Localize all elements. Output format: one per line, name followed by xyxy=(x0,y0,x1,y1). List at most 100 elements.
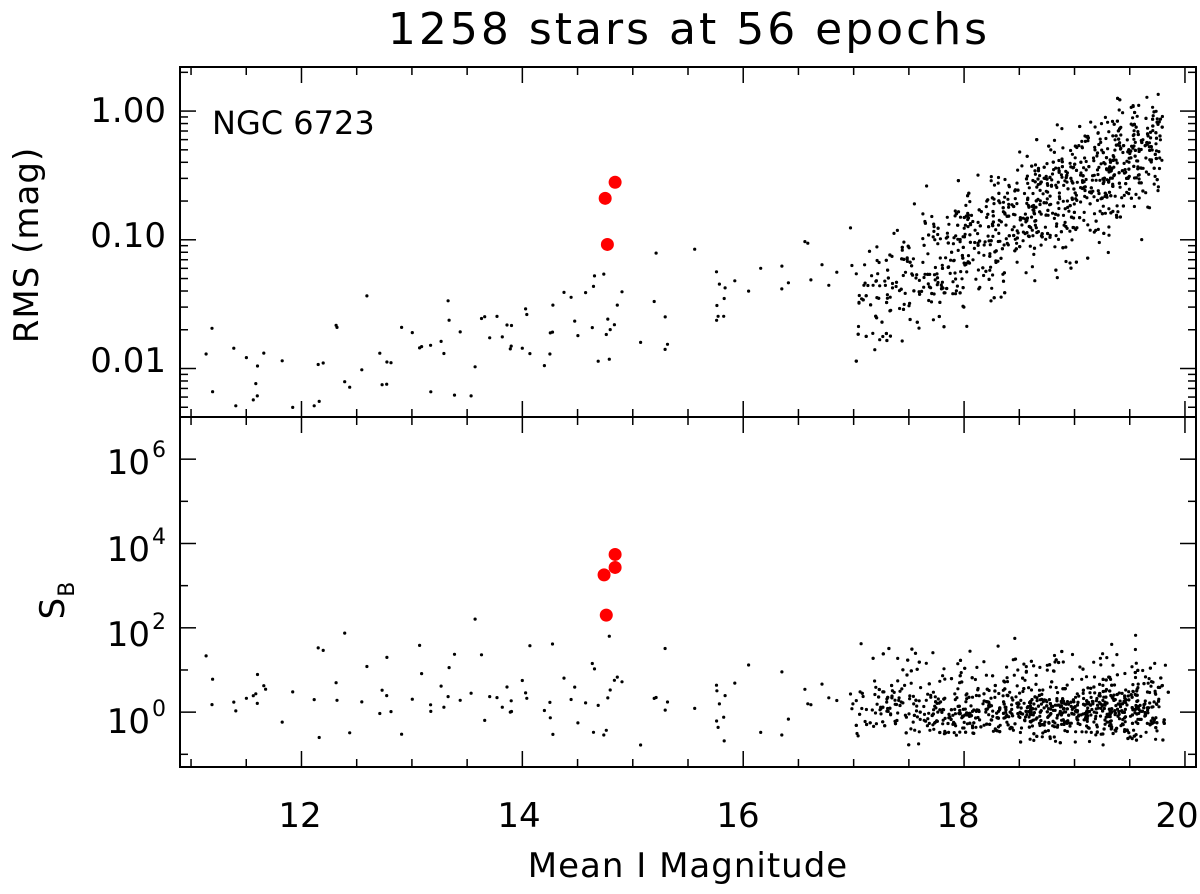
sb-star-point xyxy=(1149,722,1153,726)
rms-star-point xyxy=(1151,114,1155,118)
sb-star-point xyxy=(984,673,989,677)
rms-star-point xyxy=(890,281,895,286)
rms-star-point xyxy=(932,229,936,233)
rms-star-point xyxy=(1084,168,1088,172)
rms-star-point xyxy=(944,236,948,240)
sb-star-point xyxy=(918,717,922,722)
sb-star-point xyxy=(943,677,947,681)
rms-star-point xyxy=(894,280,899,284)
rms-star-point xyxy=(1109,176,1113,180)
rms-star-point xyxy=(926,272,930,276)
rms-star-point xyxy=(910,264,914,268)
sb-star-point xyxy=(1008,690,1012,694)
rms-star-point xyxy=(1096,131,1100,135)
rms-star-point xyxy=(1158,117,1163,121)
rms-star-point xyxy=(986,198,990,202)
rms-star-point xyxy=(933,265,938,270)
rms-star-point xyxy=(964,214,969,218)
rms-star-point xyxy=(1117,108,1121,112)
sb-star-point xyxy=(733,681,737,685)
sb-star-point xyxy=(898,689,902,693)
rms-star-point xyxy=(1043,176,1047,180)
sb-star-point xyxy=(1014,695,1018,699)
sb-star-point xyxy=(1153,691,1157,695)
sb-star-point xyxy=(1037,688,1042,692)
rms-star-point xyxy=(442,351,446,356)
rms-star-point xyxy=(1084,159,1088,164)
rms-star-point xyxy=(878,284,882,288)
rms-star-point xyxy=(936,232,940,237)
sb-star-point xyxy=(1086,686,1090,690)
sb-star-point xyxy=(889,713,893,717)
sb-star-point xyxy=(1025,713,1029,717)
sb-star-point xyxy=(1081,702,1086,706)
sb-star-point xyxy=(1140,709,1145,713)
y-tick-label: 1.00 xyxy=(90,91,166,131)
sb-star-point xyxy=(956,687,960,691)
rms-star-point xyxy=(251,398,255,402)
sb-star-point xyxy=(1065,683,1069,687)
sb-star-point xyxy=(996,716,1000,720)
rms-star-point xyxy=(1137,177,1141,181)
sb-star-point xyxy=(856,734,860,738)
rms-star-point xyxy=(1152,182,1156,186)
rms-star-point xyxy=(1066,205,1070,209)
rms-star-point xyxy=(895,228,900,232)
rms-star-point xyxy=(1068,261,1072,265)
rms-star-point xyxy=(989,265,993,269)
sb-star-point xyxy=(888,706,892,710)
sb-star-point xyxy=(1012,673,1016,677)
sb-star-point xyxy=(1143,675,1148,679)
rms-star-point xyxy=(1082,180,1086,184)
rms-star-point xyxy=(1112,158,1116,162)
sb-star-point xyxy=(452,652,457,656)
sb-star-point xyxy=(860,691,864,695)
sb-star-point xyxy=(912,713,917,718)
rms-star-point xyxy=(1034,199,1038,203)
sb-star-point xyxy=(620,680,624,684)
rms-star-point xyxy=(1125,138,1129,142)
rms-star-point xyxy=(988,268,992,272)
rms-star-point xyxy=(1054,212,1058,216)
rms-star-point xyxy=(809,278,813,282)
rms-star-point xyxy=(923,221,928,225)
rms-star-point xyxy=(542,364,547,368)
rms-star-point xyxy=(439,339,443,343)
rms-star-point xyxy=(945,231,950,235)
sb-star-point xyxy=(1132,728,1136,732)
rms-star-point xyxy=(875,245,879,249)
sb-star-point xyxy=(906,658,910,662)
sb-star-point xyxy=(1135,699,1139,704)
rms-star-point xyxy=(1095,168,1100,172)
rms-star-point xyxy=(1072,202,1076,206)
rms-star-point xyxy=(1003,291,1007,295)
sb-star-point xyxy=(863,719,867,724)
rms-star-point xyxy=(1156,189,1160,193)
sb-star-point xyxy=(1060,649,1064,654)
rms-star-point xyxy=(936,280,940,285)
rms-star-point xyxy=(1095,154,1099,158)
sb-star-point xyxy=(1157,705,1161,709)
rms-star-point xyxy=(966,225,970,229)
sb-star-point xyxy=(1053,739,1058,743)
sb-star-point xyxy=(528,644,532,648)
sb-star-point xyxy=(1032,732,1036,736)
rms-star-point xyxy=(889,308,893,312)
rms-star-point xyxy=(915,273,919,277)
sb-star-point xyxy=(877,687,881,692)
rms-star-point xyxy=(1020,223,1024,227)
sb-star-point xyxy=(958,674,962,678)
sb-star-point xyxy=(1053,703,1057,707)
rms-star-point xyxy=(963,232,967,236)
rms-star-point xyxy=(1032,212,1037,216)
rms-star-point xyxy=(1086,223,1090,227)
rms-star-point xyxy=(938,237,943,241)
sb-star-point xyxy=(1008,710,1012,714)
rms-star-point xyxy=(1118,185,1122,189)
rms-star-point xyxy=(1151,124,1155,128)
sb-star-point xyxy=(974,693,979,698)
rms-star-point xyxy=(1109,194,1113,198)
rms-star-point xyxy=(1112,122,1116,126)
sb-star-point xyxy=(1003,680,1007,684)
sb-star-point xyxy=(1110,707,1114,711)
